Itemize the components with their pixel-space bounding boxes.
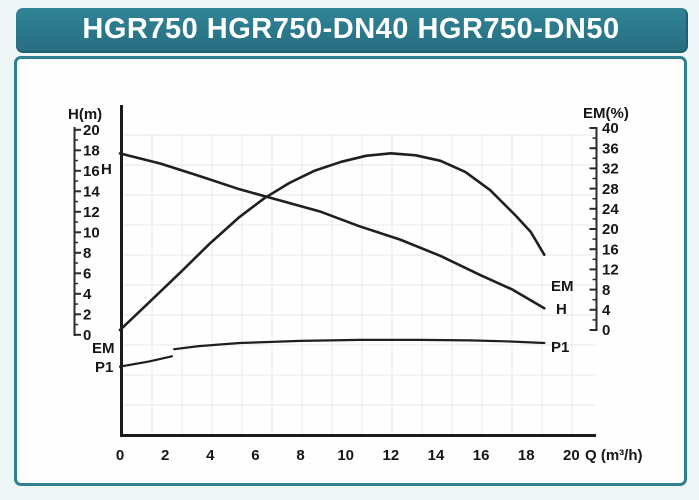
q-axis-tick-label: 20 [563,447,580,464]
axis-rulers [73,127,598,336]
curve-label-em-right: EM [551,278,574,295]
curves [118,152,546,368]
x-axis-unit-label: Q (m³/h) [585,447,643,464]
q-axis-tick-label: 16 [473,447,490,464]
h-axis-tick-label: 18 [83,143,100,160]
em-axis-tick-label: 12 [602,262,619,279]
h-axis-tick-label: 12 [83,204,100,221]
em-axis-tick-label: 20 [602,221,619,238]
right-axis-title: EM(%) [583,105,629,122]
curve-label-em-left: EM [92,340,115,357]
h-axis-tick-label: 8 [83,245,91,262]
curve-label-p1-right: P1 [551,339,569,356]
q-axis-tick-label: 4 [206,447,215,464]
h-axis-tick-label: 16 [83,163,100,180]
title-bar: HGR750 HGR750-DN40 HGR750-DN50 [16,8,688,53]
curve-label-h-right: H [556,301,567,318]
h-axis-tick-label: 0 [83,327,91,344]
q-axis-tick-label: 0 [116,447,124,464]
h-axis-tick-label: 4 [83,286,92,303]
em-axis-tick-label: 4 [602,302,611,319]
page-title: HGR750 HGR750-DN40 HGR750-DN50 [82,13,620,45]
curve-p1 [173,338,546,351]
em-axis-tick-label: 40 [602,120,619,137]
curve-em [118,152,546,332]
em-axis-tick-label: 28 [602,181,619,198]
h-axis-tick-label: 20 [83,122,100,139]
em-axis-tick-label: 8 [602,282,610,299]
h-axis-tick-label: 14 [83,184,100,201]
h-axis-tick-label: 10 [83,225,100,242]
h-axis-tick-label: 6 [83,266,91,283]
q-axis-tick-label: 2 [161,447,169,464]
em-axis-tick-label: 24 [602,201,619,218]
q-axis-tick-label: 14 [428,447,445,464]
curve-label-p1-left: P1 [95,359,113,376]
q-axis-tick-label: 10 [337,447,354,464]
em-axis-tick-label: 0 [602,322,610,339]
h-axis-tick-label: 2 [83,307,91,324]
em-axis-tick-label: 36 [602,140,619,157]
q-axis-tick-label: 18 [518,447,535,464]
curve-h [118,152,546,310]
curve-label-h-left: H [101,161,112,178]
left-axis-title: H(m) [68,106,102,123]
grid [122,134,595,436]
chart-panel [14,56,687,486]
axes-frame [120,105,596,437]
em-axis-tick-label: 16 [602,241,619,258]
q-axis-tick-label: 8 [296,447,304,464]
q-axis-tick-label: 12 [382,447,399,464]
curve-p1 [118,355,173,368]
q-axis-tick-label: 6 [251,447,259,464]
em-axis-tick-label: 32 [602,161,619,178]
